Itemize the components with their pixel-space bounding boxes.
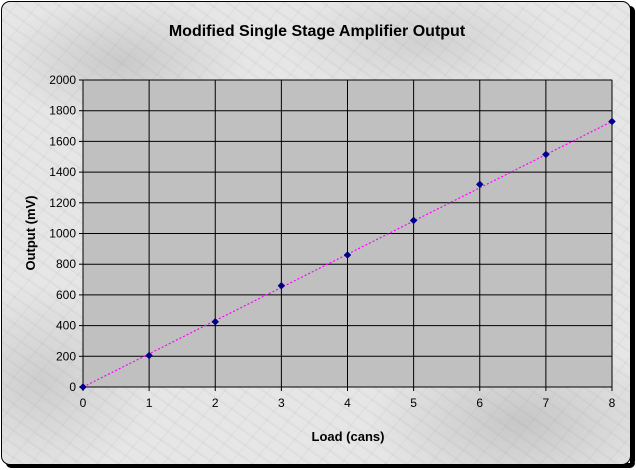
x-tick-label: 5: [410, 396, 417, 410]
chart-shadow-bottom: [6, 463, 635, 468]
y-tick-label: 0: [69, 380, 76, 394]
x-tick-label: 3: [278, 396, 285, 410]
data-point: [145, 351, 153, 360]
x-tick-label: 6: [476, 396, 483, 410]
data-point: [79, 383, 87, 391]
x-tick-label: 1: [146, 396, 153, 410]
y-tick-label: 2000: [49, 73, 76, 87]
x-tick-label: 4: [344, 396, 351, 410]
x-tick-label: 2: [212, 396, 219, 410]
data-point: [409, 216, 418, 225]
y-tick-label: 200: [56, 349, 76, 363]
y-tick-label: 1600: [49, 134, 76, 148]
axes: [79, 79, 613, 391]
data-point: [542, 150, 550, 159]
trendline-group: [82, 120, 613, 388]
data-points: [79, 117, 616, 391]
y-tick-label: 1200: [49, 196, 76, 210]
y-tick-label: 1400: [49, 165, 76, 179]
y-axis-label: Output (mV): [23, 195, 38, 270]
data-point: [277, 281, 286, 290]
tick-labels: 0 200 400 600 800 1000 1200 1400 1600 1800 2000 0 1 2…: [49, 73, 615, 410]
y-tick-label: 800: [56, 257, 76, 271]
data-point: [211, 317, 220, 326]
x-axis-label: Load (cans): [312, 429, 385, 444]
chart-title: Modified Single Stage Amplifier Output: [169, 23, 466, 40]
x-tick-label: 7: [543, 396, 550, 410]
data-point: [343, 251, 352, 259]
y-tick-label: 400: [56, 319, 76, 333]
data-point: [475, 180, 484, 189]
x-tick-label: 8: [609, 396, 616, 410]
y-tick-label: 1800: [49, 104, 76, 118]
y-tick-label: 1000: [49, 227, 76, 241]
data-point: [608, 117, 616, 126]
y-tick-label: 600: [56, 288, 76, 302]
chart-shadow-right: [630, 6, 635, 466]
trendline: [82, 120, 613, 388]
x-tick-label: 0: [80, 396, 87, 410]
